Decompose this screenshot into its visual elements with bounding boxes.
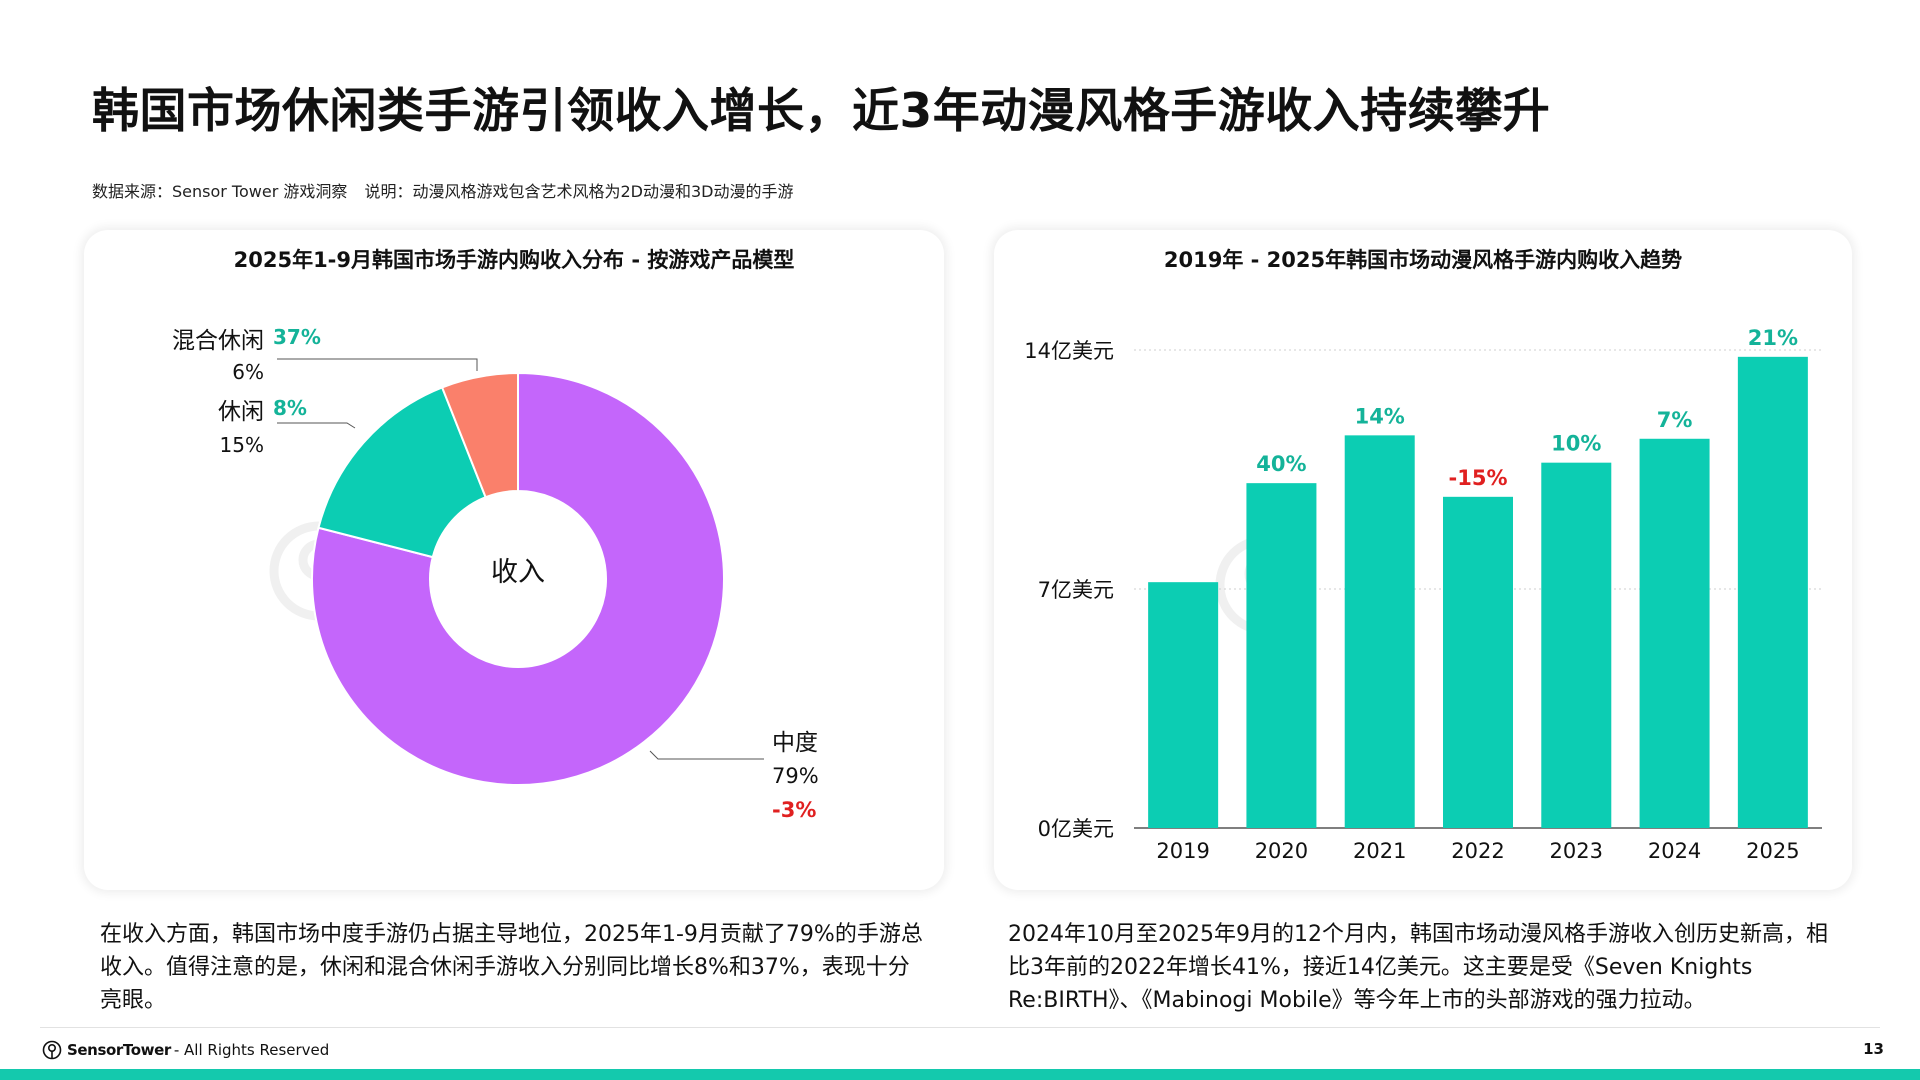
- bar-growth-label: 21%: [1748, 326, 1798, 350]
- bottom-accent-bar: [0, 1069, 1920, 1080]
- data-source: 数据来源：Sensor Tower 游戏洞察: [92, 182, 348, 201]
- bar: [1443, 496, 1513, 828]
- footer-divider: [40, 1027, 1880, 1028]
- donut-slice: [440, 371, 519, 499]
- donut-chart-panel: 2025年1-9月韩国市场手游内购收入分布 - 按游戏产品模型 收入 中度 79%…: [84, 230, 944, 890]
- bar-growth-label: 10%: [1551, 432, 1601, 456]
- y-tick-label: 14亿美元: [1024, 339, 1114, 363]
- bar-growth-label: 7%: [1657, 408, 1693, 432]
- x-tick-label: 2025: [1746, 839, 1799, 863]
- x-tick-label: 2021: [1353, 839, 1406, 863]
- donut-chart-title: 2025年1-9月韩国市场手游内购收入分布 - 按游戏产品模型: [233, 248, 795, 272]
- left-description: 在收入方面，韩国市场中度手游仍占据主导地位，2025年1-9月贡献了79%的手游…: [100, 922, 923, 1013]
- slice-label: 休闲: [218, 399, 264, 425]
- slice-share: 6%: [232, 360, 264, 384]
- bar-chart-panel: 2019年 - 2025年韩国市场动漫风格手游内购收入趋势 0亿美元 7亿美元 14…: [994, 230, 1852, 890]
- bar: [1541, 462, 1612, 828]
- x-tick-label: 2023: [1550, 839, 1603, 863]
- leader-line: [649, 750, 764, 760]
- bar: [1148, 582, 1219, 828]
- bar: [1737, 356, 1808, 828]
- donut-slice: [311, 371, 725, 786]
- slice-growth: -3%: [772, 798, 816, 822]
- bar-growth-label: 40%: [1256, 452, 1306, 476]
- donut-slice: [317, 386, 487, 559]
- slice-share: 79%: [772, 764, 819, 788]
- footer-brand: SensorTower: [67, 1041, 171, 1059]
- bar-chart-title: 2019年 - 2025年韩国市场动漫风格手游内购收入趋势: [1163, 248, 1683, 272]
- chart-note: 说明：动漫风格游戏包含艺术风格为2D动漫和3D动漫的手游: [364, 182, 794, 201]
- slice-growth: 37%: [273, 325, 321, 349]
- footer-rights: - All Rights Reserved: [173, 1041, 330, 1059]
- leader-line: [277, 422, 356, 429]
- bar-growth-label: -15%: [1449, 466, 1508, 490]
- right-description: 2024年10月至2025年9月的12个月内，韩国市场动漫风格手游收入创历史新高…: [1008, 922, 1828, 1013]
- slice-growth: 8%: [273, 396, 307, 420]
- bar-growth-label: 14%: [1355, 404, 1405, 428]
- slice-label: 混合休闲: [172, 328, 264, 354]
- bar: [1344, 435, 1415, 828]
- x-tick-label: 2022: [1451, 839, 1504, 863]
- donut-center-label: 收入: [491, 557, 545, 588]
- sensortower-logo-icon: [42, 1040, 62, 1060]
- source-note: 数据来源：Sensor Tower 游戏洞察 说明：动漫风格游戏包含艺术风格为2…: [92, 178, 805, 202]
- page-number: 13: [1863, 1040, 1884, 1058]
- page-title: 韩国市场休闲类手游引领收入增长，近3年动漫风格手游收入持续攀升: [92, 84, 1551, 139]
- slice-label: 中度: [772, 730, 818, 756]
- bar: [1246, 483, 1317, 828]
- x-tick-label: 2019: [1156, 839, 1209, 863]
- bar: [1639, 438, 1710, 828]
- y-tick-label: 7亿美元: [1038, 578, 1114, 602]
- y-tick-label: 0亿美元: [1038, 817, 1114, 841]
- footer-logo: SensorTower - All Rights Reserved: [42, 1039, 329, 1061]
- leader-line: [277, 358, 478, 371]
- x-tick-label: 2020: [1255, 839, 1308, 863]
- donut-chart: 收入 中度 79% -3% 休闲 8% 15% 混合休闲 37% 6%: [172, 325, 819, 822]
- slice-share: 15%: [220, 433, 264, 457]
- bar-chart: 0亿美元 7亿美元 14亿美元 2019 2020 40% 2021 14% 2022 -15% 2…: [1024, 326, 1822, 863]
- x-tick-label: 2024: [1648, 839, 1701, 863]
